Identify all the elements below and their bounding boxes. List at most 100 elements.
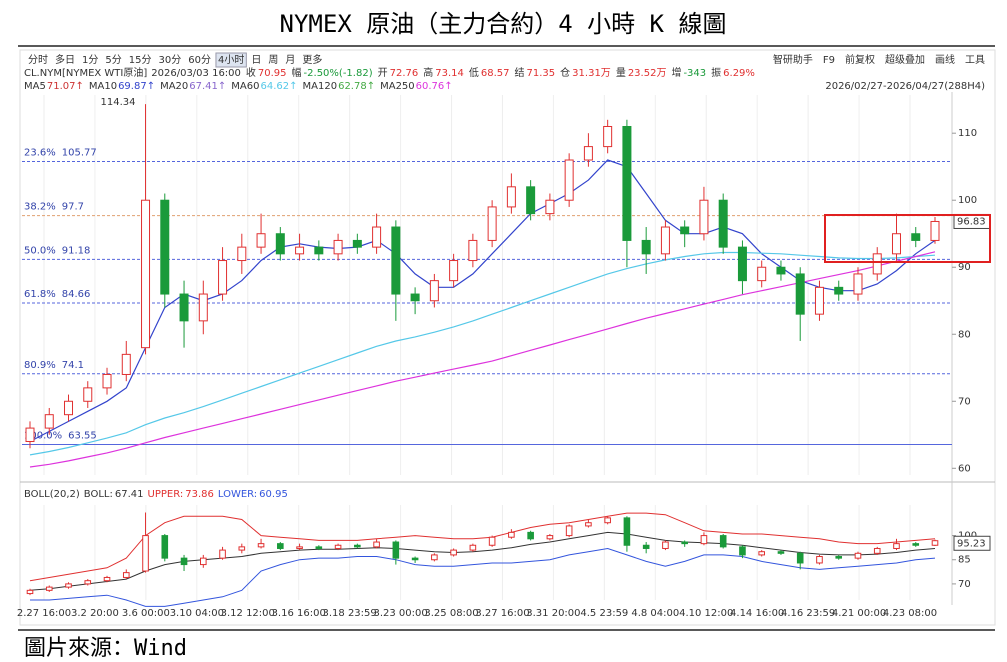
ma-legend: MA571.07↑ MA1069.87↑ MA2067.41↑ MA6064.62↑ M…: [24, 81, 453, 92]
boll-candle-body: [65, 583, 72, 588]
candle-body: [256, 233, 266, 248]
info-value: 68.57: [481, 68, 510, 79]
fib-value: 97.7: [62, 202, 84, 213]
boll-candle-body: [334, 544, 342, 549]
chart-title: NYMEX 原油（主力合約）4 小時 K 線圖: [280, 10, 727, 38]
high-label: 114.34: [101, 97, 136, 108]
boll-candle-body: [45, 586, 53, 591]
candle-body: [25, 427, 35, 442]
boll-candle-body: [508, 531, 515, 538]
candle-body: [718, 199, 728, 248]
candle-body: [545, 199, 555, 215]
tool-item[interactable]: F9: [823, 55, 835, 66]
candle-body: [352, 239, 362, 248]
candle-body: [834, 286, 844, 295]
info-value: 72.76: [390, 68, 419, 79]
tool-item[interactable]: 画线: [935, 53, 955, 66]
candle-body: [526, 186, 536, 215]
toolbar-item[interactable]: 4小时: [218, 54, 244, 66]
candle-body: [333, 239, 343, 255]
fib-percent: 100.0%: [24, 431, 62, 442]
boll-candle-body: [26, 589, 34, 595]
info-label: 高: [423, 66, 433, 79]
candle-body: [891, 233, 901, 255]
toolbar-item[interactable]: 月: [285, 54, 295, 66]
boll-price-tag: [953, 535, 991, 551]
boll-candle-body: [893, 543, 900, 549]
boll-candle-body: [585, 522, 592, 527]
boll-candle-body: [277, 543, 284, 549]
y-tick-label: 110: [958, 128, 977, 139]
boll-candle-body: [931, 540, 939, 546]
toolbar-item[interactable]: 日: [251, 55, 261, 66]
toolbar-item[interactable]: 周: [268, 54, 278, 66]
info-value: 71.35: [527, 68, 556, 79]
x-tick-label: 2.27 16:00: [17, 608, 71, 619]
boll-candle-body: [488, 536, 496, 546]
tool-item[interactable]: 超级叠加: [885, 53, 925, 66]
fib-percent: 80.9%: [24, 360, 56, 371]
boll-candle-body: [450, 549, 457, 556]
toolbar-item[interactable]: 5分: [105, 54, 121, 66]
x-tick-label: 3.16 16:00: [272, 608, 326, 619]
boll-name: LOWER:: [218, 489, 257, 500]
tool-item[interactable]: 智研助手: [773, 53, 813, 66]
boll-header: BOLL(20,2) BOLL: 67.41 UPPER: 73.86 LOWER: 60.…: [24, 489, 288, 500]
candle-body: [564, 159, 574, 201]
boll-candle-body: [103, 576, 111, 582]
candle-body: [853, 273, 863, 295]
x-tick-label: 4.10 12:00: [679, 608, 733, 619]
boll-candle-body: [296, 546, 303, 549]
candle-body: [44, 414, 54, 429]
boll-candle-body: [142, 535, 149, 572]
toolbar-item[interactable]: 15分: [129, 54, 152, 66]
toolbar-item[interactable]: 多日: [55, 53, 75, 66]
candle-body: [314, 246, 324, 255]
x-tick-label: 3.2 20:00: [71, 608, 119, 619]
time: 2026/03/03 16:00: [151, 68, 241, 79]
candle-body: [102, 373, 112, 389]
boll-candle-body: [84, 580, 92, 585]
candle-body: [487, 206, 497, 241]
ma-line: [29, 251, 936, 456]
candle-body: [872, 253, 882, 275]
info-label: 开: [378, 68, 388, 79]
toolbar-item[interactable]: 1分: [82, 54, 98, 66]
boll-value: 73.86: [185, 489, 214, 500]
x-tick-label: 4.14 16:00: [730, 608, 784, 619]
candle-body: [179, 293, 189, 322]
toolbar-item[interactable]: 30分: [158, 54, 181, 66]
info-value: 70.95: [258, 68, 287, 79]
candle-body: [795, 273, 805, 315]
candle-body: [391, 226, 401, 295]
boll-candle-body: [796, 552, 804, 564]
tool-item[interactable]: 工具: [965, 54, 985, 66]
candle-body: [198, 293, 208, 322]
candle-body: [295, 246, 305, 255]
boll-name: UPPER:: [148, 489, 184, 500]
info-label: 增: [671, 66, 681, 79]
tool-item[interactable]: 前复权: [845, 53, 875, 66]
ma-value: 62.78↑: [338, 81, 375, 92]
candle-body: [237, 246, 247, 262]
toolbar-item[interactable]: 分时: [28, 54, 48, 66]
toolbar-item[interactable]: 更多: [302, 53, 322, 66]
fib-label: 100.0% 63.55: [24, 431, 97, 442]
highlight-box: [824, 214, 991, 263]
candle-body: [410, 293, 420, 302]
boll-value: 67.41: [115, 489, 144, 500]
x-tick-label: 3.10 04:00: [170, 608, 224, 619]
info-value: -343: [683, 68, 706, 79]
toolbar-item[interactable]: 60分: [188, 54, 211, 66]
candle-body: [449, 260, 459, 282]
info-value: 73.14: [435, 68, 464, 79]
candle-body: [141, 199, 151, 349]
candle-body: [275, 233, 285, 255]
boll-candle-body: [835, 556, 843, 559]
boll-candle-body: [700, 535, 708, 545]
x-tick-label: 4.21 00:00: [832, 608, 886, 619]
source: 圖片來源：Wind: [24, 636, 187, 661]
boll-candle-body: [180, 557, 188, 566]
boll-candle-body: [315, 546, 323, 549]
